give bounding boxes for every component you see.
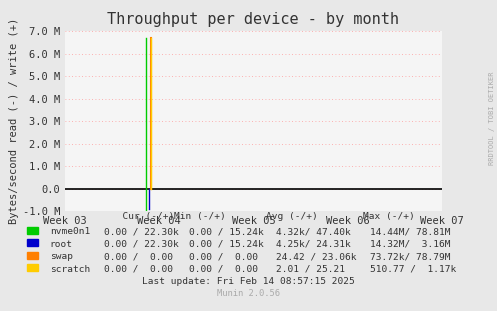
Text: 4.25k/ 24.31k: 4.25k/ 24.31k bbox=[276, 240, 350, 248]
Text: 14.32M/  3.16M: 14.32M/ 3.16M bbox=[370, 240, 451, 248]
Text: 0.00 /  0.00: 0.00 / 0.00 bbox=[104, 265, 173, 273]
Text: 4.32k/ 47.40k: 4.32k/ 47.40k bbox=[276, 227, 350, 236]
Text: 14.44M/ 78.81M: 14.44M/ 78.81M bbox=[370, 227, 451, 236]
Text: 0.00 /  0.00: 0.00 / 0.00 bbox=[189, 252, 258, 261]
Text: Min (-/+): Min (-/+) bbox=[174, 212, 226, 221]
Text: 73.72k/ 78.79M: 73.72k/ 78.79M bbox=[370, 252, 451, 261]
Text: Cur (-/+): Cur (-/+) bbox=[65, 212, 174, 221]
Text: 2.01 / 25.21: 2.01 / 25.21 bbox=[276, 265, 345, 273]
Text: 0.00 / 22.30k: 0.00 / 22.30k bbox=[104, 227, 179, 236]
Text: root: root bbox=[50, 240, 73, 248]
Text: 0.00 / 15.24k: 0.00 / 15.24k bbox=[189, 227, 263, 236]
Text: RRDTOOL / TOBI OETIKER: RRDTOOL / TOBI OETIKER bbox=[489, 72, 495, 165]
Text: Avg (-/+): Avg (-/+) bbox=[266, 212, 318, 221]
Text: Last update: Fri Feb 14 08:57:15 2025: Last update: Fri Feb 14 08:57:15 2025 bbox=[142, 277, 355, 286]
Text: scratch: scratch bbox=[50, 265, 90, 273]
Text: 0.00 /  0.00: 0.00 / 0.00 bbox=[189, 265, 258, 273]
Text: 0.00 / 22.30k: 0.00 / 22.30k bbox=[104, 240, 179, 248]
Text: Max (-/+): Max (-/+) bbox=[363, 212, 414, 221]
Text: Munin 2.0.56: Munin 2.0.56 bbox=[217, 290, 280, 298]
Text: nvme0n1: nvme0n1 bbox=[50, 227, 90, 236]
Text: 0.00 /  0.00: 0.00 / 0.00 bbox=[104, 252, 173, 261]
Y-axis label: Bytes/second read (-) / write (+): Bytes/second read (-) / write (+) bbox=[9, 18, 19, 225]
Text: swap: swap bbox=[50, 252, 73, 261]
Text: 510.77 /  1.17k: 510.77 / 1.17k bbox=[370, 265, 457, 273]
Title: Throughput per device - by month: Throughput per device - by month bbox=[107, 12, 400, 27]
Text: 0.00 / 15.24k: 0.00 / 15.24k bbox=[189, 240, 263, 248]
Text: 24.42 / 23.06k: 24.42 / 23.06k bbox=[276, 252, 356, 261]
